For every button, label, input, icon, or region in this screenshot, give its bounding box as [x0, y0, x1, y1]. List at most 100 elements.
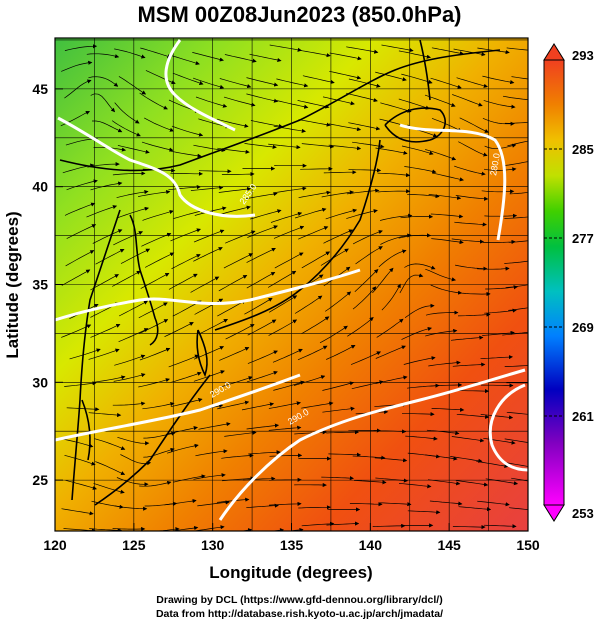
streamline	[241, 402, 275, 411]
streamline	[86, 205, 118, 218]
streamline	[450, 335, 484, 341]
streamline	[88, 348, 120, 360]
streamline	[120, 454, 152, 466]
colorbar-tick-label: 285	[572, 142, 594, 157]
streamline	[329, 123, 362, 132]
streamline	[244, 143, 277, 150]
x-axis-label: Longitude (degrees)	[209, 563, 372, 582]
streamline	[322, 406, 355, 413]
streamline	[170, 371, 202, 383]
streamline	[325, 208, 358, 220]
streamline	[139, 347, 171, 361]
streamline	[144, 117, 175, 132]
streamline	[426, 429, 460, 436]
streamline	[355, 246, 383, 265]
streamline	[219, 347, 250, 361]
streamline	[322, 381, 355, 391]
streamline	[398, 98, 430, 110]
streamline	[346, 188, 380, 195]
streamline	[459, 117, 489, 133]
streamline	[298, 226, 329, 240]
streamline	[430, 213, 464, 219]
streamline	[114, 505, 148, 511]
streamline	[143, 447, 175, 458]
streamline	[509, 192, 528, 195]
continent-coastline	[59, 49, 501, 172]
streamline	[375, 345, 406, 359]
streamline	[322, 96, 355, 106]
streamline	[377, 189, 411, 194]
streamline	[477, 500, 510, 507]
credit-data-source: Data from http://database.rish.kyoto-u.a…	[155, 608, 444, 620]
streamline	[353, 480, 387, 485]
ryukyu-islands	[94, 374, 211, 506]
streamline	[298, 505, 331, 510]
streamline	[350, 351, 382, 365]
colorbar: 293 285 277 269 261 253	[543, 43, 594, 522]
streamline	[483, 437, 516, 445]
streamline	[323, 170, 357, 175]
streamline	[329, 52, 362, 61]
streamline	[508, 240, 528, 243]
streamline	[482, 330, 515, 336]
hokkaido-coastline	[384, 107, 446, 143]
streamline	[95, 248, 125, 265]
streamline	[511, 477, 528, 482]
streamline	[222, 476, 255, 482]
streamline	[171, 125, 204, 137]
streamline	[402, 412, 435, 417]
sakhalin-coastline	[419, 39, 431, 101]
isotherm-contours	[55, 39, 528, 521]
streamline	[348, 122, 381, 131]
streamline	[90, 93, 116, 113]
streamline	[218, 186, 252, 193]
streamline	[145, 252, 175, 268]
streamline	[88, 412, 122, 418]
streamline	[139, 92, 168, 110]
streamline	[247, 350, 278, 364]
streamline	[66, 179, 98, 191]
streamline	[138, 189, 171, 197]
streamline	[349, 502, 383, 507]
china-coastline	[71, 209, 121, 501]
streamline	[319, 325, 348, 344]
streamline	[456, 389, 490, 394]
streamline	[398, 483, 432, 489]
streamline	[244, 297, 273, 315]
streamline	[375, 147, 408, 155]
streamline	[381, 44, 414, 53]
streamline	[193, 229, 225, 243]
streamline	[508, 307, 528, 311]
streamline	[219, 205, 251, 215]
x-tick-label: 140	[359, 537, 383, 553]
streamline	[112, 526, 146, 531]
y-tick-label: 30	[32, 374, 48, 390]
streamline	[452, 362, 486, 367]
streamline	[456, 77, 488, 88]
streamline	[165, 426, 198, 435]
streamline	[398, 50, 431, 59]
streamline	[61, 269, 91, 286]
streamline	[429, 382, 463, 388]
streamline	[194, 206, 227, 216]
streamline	[141, 232, 172, 247]
streamline	[190, 276, 220, 293]
streamline	[294, 207, 327, 219]
streamline	[376, 318, 404, 338]
streamline	[268, 501, 302, 506]
streamline	[116, 477, 149, 487]
streamline	[61, 508, 94, 516]
x-tick-label: 130	[201, 537, 225, 553]
streamline	[484, 308, 517, 314]
y-tick-label: 45	[32, 81, 48, 97]
streamline	[170, 228, 201, 242]
streamline	[504, 216, 528, 219]
streamline	[425, 149, 457, 161]
streamline	[272, 348, 303, 363]
streamline	[378, 249, 407, 268]
streamline	[274, 186, 307, 194]
streamline	[300, 166, 333, 171]
streamline	[404, 263, 436, 270]
streamline	[276, 78, 309, 88]
streamline	[112, 270, 141, 287]
